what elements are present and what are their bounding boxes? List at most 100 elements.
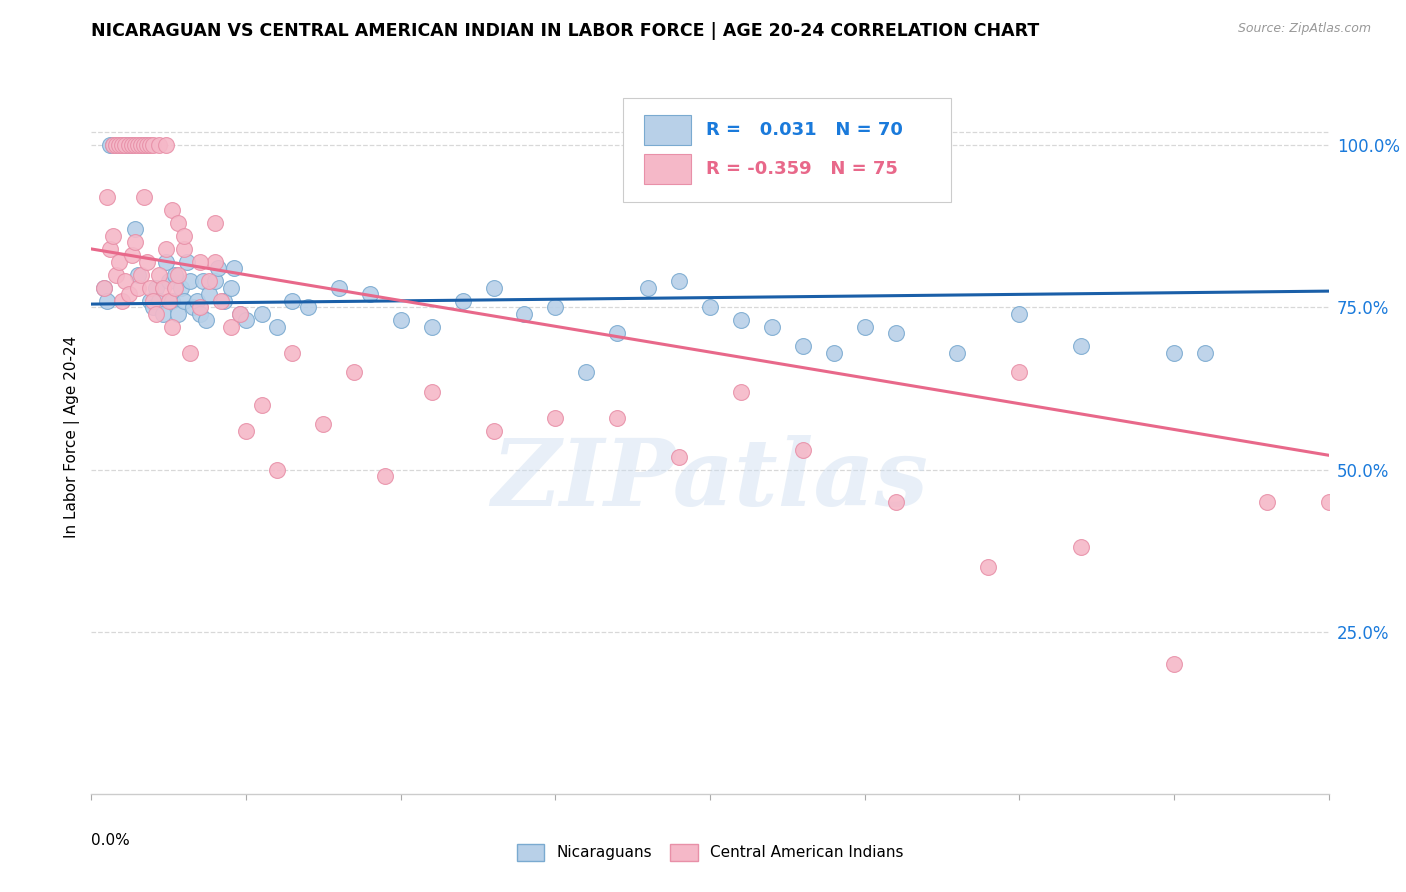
Point xyxy=(105,138,128,153)
Point xyxy=(145,281,167,295)
Point xyxy=(93,281,115,295)
Point xyxy=(124,222,146,236)
Point xyxy=(179,345,201,359)
Point xyxy=(884,495,907,509)
Point xyxy=(132,190,155,204)
Point xyxy=(121,138,143,153)
Point xyxy=(823,345,845,359)
Point xyxy=(129,138,152,153)
Point xyxy=(1256,495,1278,509)
Point xyxy=(114,138,136,153)
Point xyxy=(117,138,139,153)
Point xyxy=(96,190,118,204)
Y-axis label: In Labor Force | Age 20-24: In Labor Force | Age 20-24 xyxy=(65,336,80,538)
Point xyxy=(482,424,505,438)
Point xyxy=(1070,339,1092,353)
Point xyxy=(160,293,183,308)
Point xyxy=(194,313,217,327)
Point xyxy=(129,138,152,153)
Point xyxy=(163,281,186,295)
Point xyxy=(152,281,174,295)
Point xyxy=(792,339,814,353)
Point xyxy=(183,301,205,315)
Point xyxy=(167,307,190,321)
Point xyxy=(148,268,170,282)
Point xyxy=(343,365,366,379)
Point xyxy=(129,268,152,282)
Point xyxy=(98,138,121,153)
Point xyxy=(167,268,190,282)
Point xyxy=(281,345,304,359)
Point xyxy=(513,307,536,321)
Point xyxy=(111,293,134,308)
Point xyxy=(204,216,226,230)
Point xyxy=(111,138,134,153)
Point xyxy=(359,287,381,301)
Point xyxy=(209,293,232,308)
Point xyxy=(420,384,443,399)
Point xyxy=(204,255,226,269)
Point xyxy=(136,138,159,153)
Point xyxy=(946,345,969,359)
Point xyxy=(699,301,721,315)
Point xyxy=(1317,495,1340,509)
Point xyxy=(606,410,628,425)
Point xyxy=(176,255,198,269)
Point xyxy=(207,261,229,276)
Point xyxy=(127,138,149,153)
Point xyxy=(374,469,396,483)
Point xyxy=(173,242,195,256)
Point xyxy=(93,281,115,295)
Point xyxy=(668,450,690,464)
Point xyxy=(155,242,177,256)
Point xyxy=(136,255,159,269)
Point xyxy=(179,274,201,288)
Point xyxy=(420,319,443,334)
Point xyxy=(250,307,273,321)
Point xyxy=(127,268,149,282)
Text: ZIPatlas: ZIPatlas xyxy=(492,435,928,524)
Point xyxy=(148,138,170,153)
Point xyxy=(101,138,124,153)
Point xyxy=(108,138,131,153)
Point xyxy=(101,229,124,244)
Point xyxy=(451,293,474,308)
Point xyxy=(96,293,118,308)
Point xyxy=(544,301,567,315)
Point xyxy=(188,307,211,321)
Point xyxy=(312,417,335,431)
Text: Source: ZipAtlas.com: Source: ZipAtlas.com xyxy=(1237,22,1371,36)
Point xyxy=(575,365,598,379)
Point xyxy=(121,138,143,153)
Point xyxy=(114,138,136,153)
Point xyxy=(266,462,288,476)
Point xyxy=(482,281,505,295)
Legend: Nicaraguans, Central American Indians: Nicaraguans, Central American Indians xyxy=(509,837,911,868)
Point xyxy=(219,319,242,334)
Point xyxy=(222,261,245,276)
Point xyxy=(1070,541,1092,555)
Point xyxy=(1163,657,1185,672)
Point xyxy=(186,293,208,308)
Point xyxy=(108,138,131,153)
Point xyxy=(1163,345,1185,359)
Point xyxy=(121,248,143,262)
Point xyxy=(668,274,690,288)
Point xyxy=(117,138,139,153)
Point xyxy=(173,229,195,244)
Point xyxy=(235,313,257,327)
Point xyxy=(214,293,236,308)
Point xyxy=(124,138,146,153)
Point xyxy=(977,559,1000,574)
Point xyxy=(188,301,211,315)
Point xyxy=(127,281,149,295)
Point xyxy=(139,293,162,308)
Point xyxy=(105,268,128,282)
Point xyxy=(235,424,257,438)
Point xyxy=(637,281,659,295)
FancyBboxPatch shape xyxy=(644,115,692,145)
Point xyxy=(157,274,180,288)
Point xyxy=(853,319,876,334)
Text: NICARAGUAN VS CENTRAL AMERICAN INDIAN IN LABOR FORCE | AGE 20-24 CORRELATION CHA: NICARAGUAN VS CENTRAL AMERICAN INDIAN IN… xyxy=(91,22,1039,40)
Point xyxy=(148,293,170,308)
